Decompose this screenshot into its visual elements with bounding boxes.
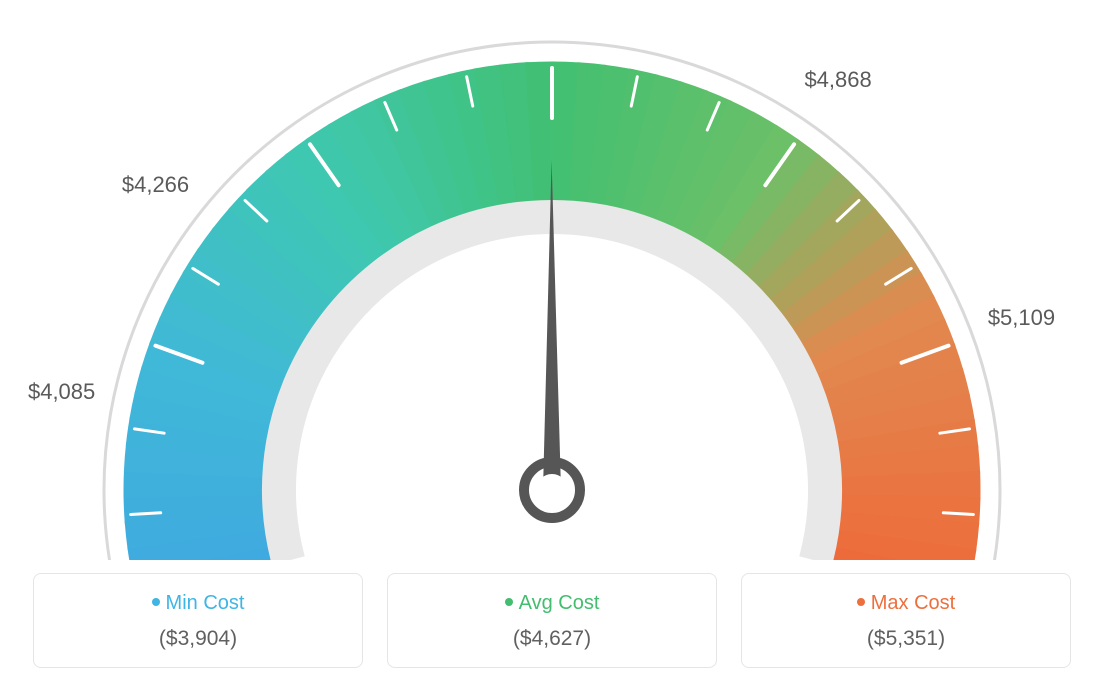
summary-cards: Min Cost ($3,904) Avg Cost ($4,627) Max … [0,573,1104,668]
max-cost-label: Max Cost [871,592,955,614]
min-cost-label: Min Cost [166,592,245,614]
gauge-tick-label: $4,868 [804,67,871,93]
gauge-tick-label: $4,085 [28,379,95,405]
gauge-tick-label: $5,109 [988,305,1055,331]
min-cost-value: ($3,904) [44,627,352,651]
min-cost-card: Min Cost ($3,904) [33,573,363,668]
avg-dot-icon [505,598,513,606]
min-cost-title: Min Cost [44,592,352,615]
avg-cost-title: Avg Cost [398,592,706,615]
min-dot-icon [152,598,160,606]
gauge-chart-container: { "gauge": { "type": "gauge", "center_x"… [0,0,1104,690]
max-cost-title: Max Cost [752,592,1060,615]
gauge-svg [0,0,1104,560]
avg-cost-value: ($4,627) [398,627,706,651]
max-cost-value: ($5,351) [752,627,1060,651]
gauge-tick-label: $4,627 [518,0,585,3]
max-dot-icon [857,598,865,606]
avg-cost-label: Avg Cost [519,592,600,614]
gauge-tick-label: $4,266 [122,172,189,198]
avg-cost-card: Avg Cost ($4,627) [387,573,717,668]
max-cost-card: Max Cost ($5,351) [741,573,1071,668]
gauge-area: $3,904$4,085$4,266$4,627$4,868$5,109$5,3… [0,0,1104,560]
